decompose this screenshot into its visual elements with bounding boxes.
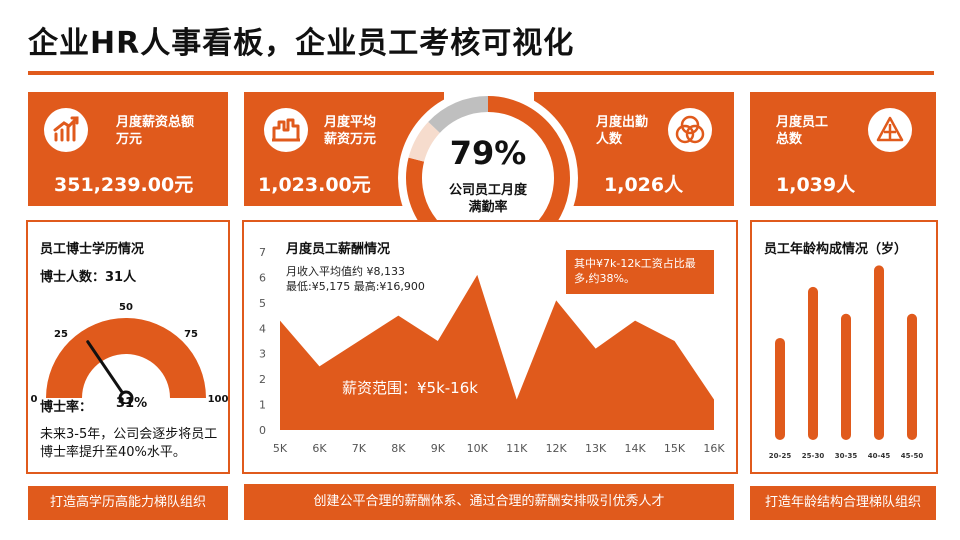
footer-center: 创建公平合理的薪酬体系、通过合理的薪酬安排吸引优秀人才	[244, 484, 734, 520]
x-tick-label: 10K	[467, 442, 489, 455]
y-tick-label: 6	[259, 271, 266, 284]
bar-chart-icon	[264, 108, 308, 152]
kpi-value: 1,039人	[776, 174, 856, 196]
salary-callout: 其中¥7k-12k工资占比最多,约38%。	[566, 250, 714, 294]
age-bar	[808, 286, 818, 440]
phd-rate-value: 31%	[116, 396, 148, 411]
x-tick-label: 5K	[273, 442, 288, 455]
x-tick-label: 6K	[312, 442, 327, 455]
donut-segment-remaining	[428, 96, 489, 134]
kpi-label-line1: 月度薪资总额	[116, 115, 195, 130]
kpi-card-headcount: 月度员工 总数 1,039人	[750, 92, 936, 206]
footer-left-text: 打造高学历高能力梯队组织	[49, 495, 206, 510]
page-title: 企业HR人事看板，企业员工考核可视化	[28, 26, 575, 61]
footer-left: 打造高学历高能力梯队组织	[28, 486, 228, 520]
x-tick-label: 16K	[703, 442, 725, 455]
age-panel: 员工年龄构成情况（岁） 20-25 25-30 30-35 40-45 45-50	[750, 220, 938, 474]
kpi-card-salary-total: 月度薪资总额 万元 351,239.00元	[28, 92, 228, 206]
y-tick-label: 7	[259, 246, 266, 259]
gauge-tick-label: 25	[54, 329, 68, 340]
salary-info-line2: 最低:¥5,175 最高:¥16,900	[286, 280, 425, 293]
age-bar	[841, 313, 851, 440]
gauge-arc	[46, 318, 206, 398]
kpi-label-line2: 总数	[776, 132, 803, 147]
donut-label-line1: 公司员工月度	[448, 183, 527, 198]
gauge-hub	[118, 390, 134, 404]
age-category-label: 45-50	[901, 452, 924, 460]
kpi-value: 1,023.00元	[258, 174, 371, 196]
donut-label-line2: 满勤率	[468, 200, 508, 215]
y-tick-label: 3	[259, 348, 266, 361]
kpi-label-line1: 月度出勤	[596, 115, 649, 130]
gauge-needle	[86, 340, 128, 400]
x-tick-label: 11K	[506, 442, 528, 455]
x-tick-label: 7K	[352, 442, 367, 455]
y-tick-label: 4	[259, 322, 266, 335]
phd-panel-title: 员工博士学历情况	[40, 242, 145, 257]
gauge-tick-label: 50	[119, 302, 133, 313]
salary-info-line1: 月收入平均值约 ¥8,133	[286, 265, 405, 278]
phd-rate-label: 博士率：	[40, 400, 93, 415]
x-tick-label: 14K	[624, 442, 646, 455]
x-tick-label: 15K	[664, 442, 686, 455]
phd-panel: 员工博士学历情况 博士人数：31人 0 25 50 75 100 博士率： 31% 未来…	[26, 220, 230, 474]
y-tick-label: 2	[259, 373, 266, 386]
kpi-label-line1: 月度员工	[776, 115, 829, 130]
phd-note: 未来3-5年，公司会逐步将员工博士率提升至40%水平。	[40, 427, 218, 460]
x-tick-label: 13K	[585, 442, 607, 455]
donut-percent: 79%	[449, 134, 527, 172]
gauge-tick-label: 0	[31, 394, 38, 404]
kpi-label-line2: 人数	[596, 132, 623, 147]
kpi-label-line2: 万元	[116, 132, 143, 147]
age-bar-chart: 20-25 25-30 30-35 40-45 45-50	[769, 265, 924, 460]
salary-area-series	[280, 274, 714, 430]
age-bar	[775, 337, 785, 440]
gauge-tick-label: 100	[208, 394, 228, 404]
age-bar	[874, 265, 884, 440]
growth-chart-icon	[44, 108, 88, 152]
x-tick-label: 12K	[546, 442, 568, 455]
phd-count: 博士人数：31人	[40, 270, 137, 285]
gauge-tick-label: 75	[184, 329, 198, 340]
salary-panel-title: 月度员工薪酬情况	[286, 242, 391, 257]
salary-area-chart: 0 1 2 3 4 5 6 7 5K 6K 7K 8K 9K 10K 11K 12K 13K 14K 15K 16K	[259, 246, 725, 455]
age-category-label: 40-45	[868, 452, 891, 460]
y-tick-label: 0	[259, 424, 266, 437]
y-tick-label: 1	[259, 399, 266, 412]
salary-panel: 0 1 2 3 4 5 6 7 5K 6K 7K 8K 9K 10K 11K 12K 13K 14K 15K 16K …	[242, 220, 738, 474]
kpi-value: 351,239.00元	[54, 174, 194, 196]
y-tick-label: 5	[259, 297, 266, 310]
x-tick-label: 9K	[431, 442, 446, 455]
age-category-label: 30-35	[835, 452, 858, 460]
title-underline	[28, 71, 934, 75]
footer-right: 打造年龄结构合理梯队组织	[750, 486, 936, 520]
triangle-logo-icon	[868, 108, 912, 152]
age-bar	[907, 313, 917, 440]
footer-center-text: 创建公平合理的薪酬体系、通过合理的薪酬安排吸引优秀人才	[313, 494, 665, 509]
footer-right-text: 打造年龄结构合理梯队组织	[764, 495, 921, 510]
kpi-label-line1: 月度平均	[324, 115, 377, 130]
phd-gauge: 0 25 50 75 100	[31, 302, 228, 404]
kpi-label-line2: 薪资万元	[324, 132, 377, 147]
donut-segment-partial	[408, 121, 441, 162]
salary-range-label: 薪资范围：¥5k-16k	[342, 379, 478, 397]
age-panel-title: 员工年龄构成情况（岁）	[764, 242, 908, 257]
age-category-label: 20-25	[769, 452, 792, 460]
kpi-value: 1,026人	[604, 174, 684, 196]
x-tick-label: 8K	[391, 442, 406, 455]
venn-icon	[668, 108, 712, 152]
age-category-label: 25-30	[802, 452, 825, 460]
